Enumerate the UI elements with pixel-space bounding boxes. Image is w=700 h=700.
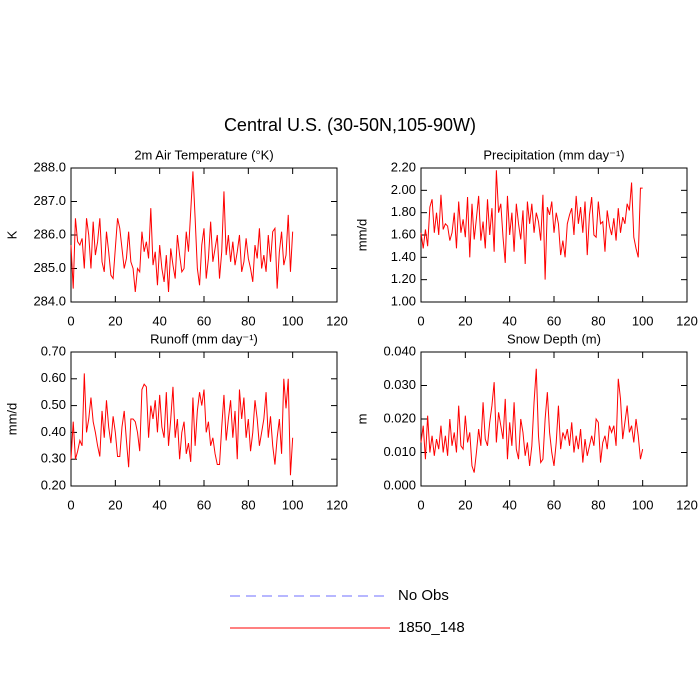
x-tick-label: 80 xyxy=(591,313,605,328)
data-line xyxy=(420,170,643,280)
x-tick-label: 100 xyxy=(282,497,304,512)
x-tick-label: 0 xyxy=(417,497,424,512)
x-tick-label: 100 xyxy=(632,313,654,328)
x-tick-label: 40 xyxy=(152,497,166,512)
y-tick-label: 0.30 xyxy=(41,451,66,466)
y-tick-label: 288.0 xyxy=(33,159,66,174)
y-tick-label: 1.00 xyxy=(391,293,416,308)
panel-title: 2m Air Temperature (°K) xyxy=(134,147,273,162)
x-tick-label: 40 xyxy=(502,313,516,328)
y-axis-label: K xyxy=(4,230,19,239)
y-tick-label: 1.20 xyxy=(391,271,416,286)
y-tick-label: 0.030 xyxy=(383,377,416,392)
x-tick-label: 120 xyxy=(676,497,698,512)
y-tick-label: 0.50 xyxy=(41,397,66,412)
x-tick-label: 20 xyxy=(458,497,472,512)
x-tick-label: 20 xyxy=(108,313,122,328)
legend-label: 1850_148 xyxy=(398,619,465,636)
y-tick-label: 2.00 xyxy=(391,182,416,197)
y-tick-label: 0.010 xyxy=(383,444,416,459)
x-tick-label: 120 xyxy=(676,313,698,328)
y-tick-label: 0.020 xyxy=(383,410,416,425)
y-tick-label: 0.040 xyxy=(383,343,416,358)
plot-frame xyxy=(70,351,338,487)
data-line xyxy=(70,171,294,292)
x-tick-label: 80 xyxy=(241,313,255,328)
plot-frame xyxy=(420,167,688,303)
x-tick-label: 120 xyxy=(326,497,348,512)
x-tick-label: 120 xyxy=(326,313,348,328)
x-tick-label: 100 xyxy=(282,313,304,328)
x-tick-label: 20 xyxy=(458,313,472,328)
y-tick-label: 1.40 xyxy=(391,249,416,264)
x-tick-label: 80 xyxy=(591,497,605,512)
panel-title: Runoff (mm day⁻¹) xyxy=(150,331,258,346)
y-tick-label: 287.0 xyxy=(33,193,66,208)
figure-title: Central U.S. (30-50N,105-90W) xyxy=(224,115,476,135)
x-tick-label: 40 xyxy=(152,313,166,328)
y-tick-label: 0.40 xyxy=(41,424,66,439)
x-tick-label: 0 xyxy=(67,497,74,512)
y-axis-label: mm/d xyxy=(4,403,19,436)
x-tick-label: 60 xyxy=(197,497,211,512)
x-tick-label: 40 xyxy=(502,497,516,512)
x-tick-label: 0 xyxy=(67,313,74,328)
y-tick-label: 2.20 xyxy=(391,159,416,174)
y-tick-label: 1.80 xyxy=(391,204,416,219)
y-tick-label: 286.0 xyxy=(33,226,66,241)
x-tick-label: 100 xyxy=(632,497,654,512)
y-tick-label: 1.60 xyxy=(391,226,416,241)
x-tick-label: 80 xyxy=(241,497,255,512)
x-tick-label: 0 xyxy=(417,313,424,328)
data-line xyxy=(420,368,644,473)
legend-label: No Obs xyxy=(398,587,449,604)
panel-title: Snow Depth (m) xyxy=(507,331,601,346)
y-tick-label: 0.000 xyxy=(383,477,416,492)
y-axis-label: m xyxy=(354,414,369,425)
y-axis-label: mm/d xyxy=(354,219,369,252)
data-line xyxy=(70,373,294,476)
y-tick-label: 0.60 xyxy=(41,370,66,385)
x-tick-label: 60 xyxy=(547,497,561,512)
panel-title: Precipitation (mm day⁻¹) xyxy=(483,147,624,162)
x-tick-label: 60 xyxy=(547,313,561,328)
y-tick-label: 0.70 xyxy=(41,343,66,358)
x-tick-label: 60 xyxy=(197,313,211,328)
x-tick-label: 20 xyxy=(108,497,122,512)
y-tick-label: 285.0 xyxy=(33,260,66,275)
y-tick-label: 0.20 xyxy=(41,477,66,492)
y-tick-label: 284.0 xyxy=(33,293,66,308)
